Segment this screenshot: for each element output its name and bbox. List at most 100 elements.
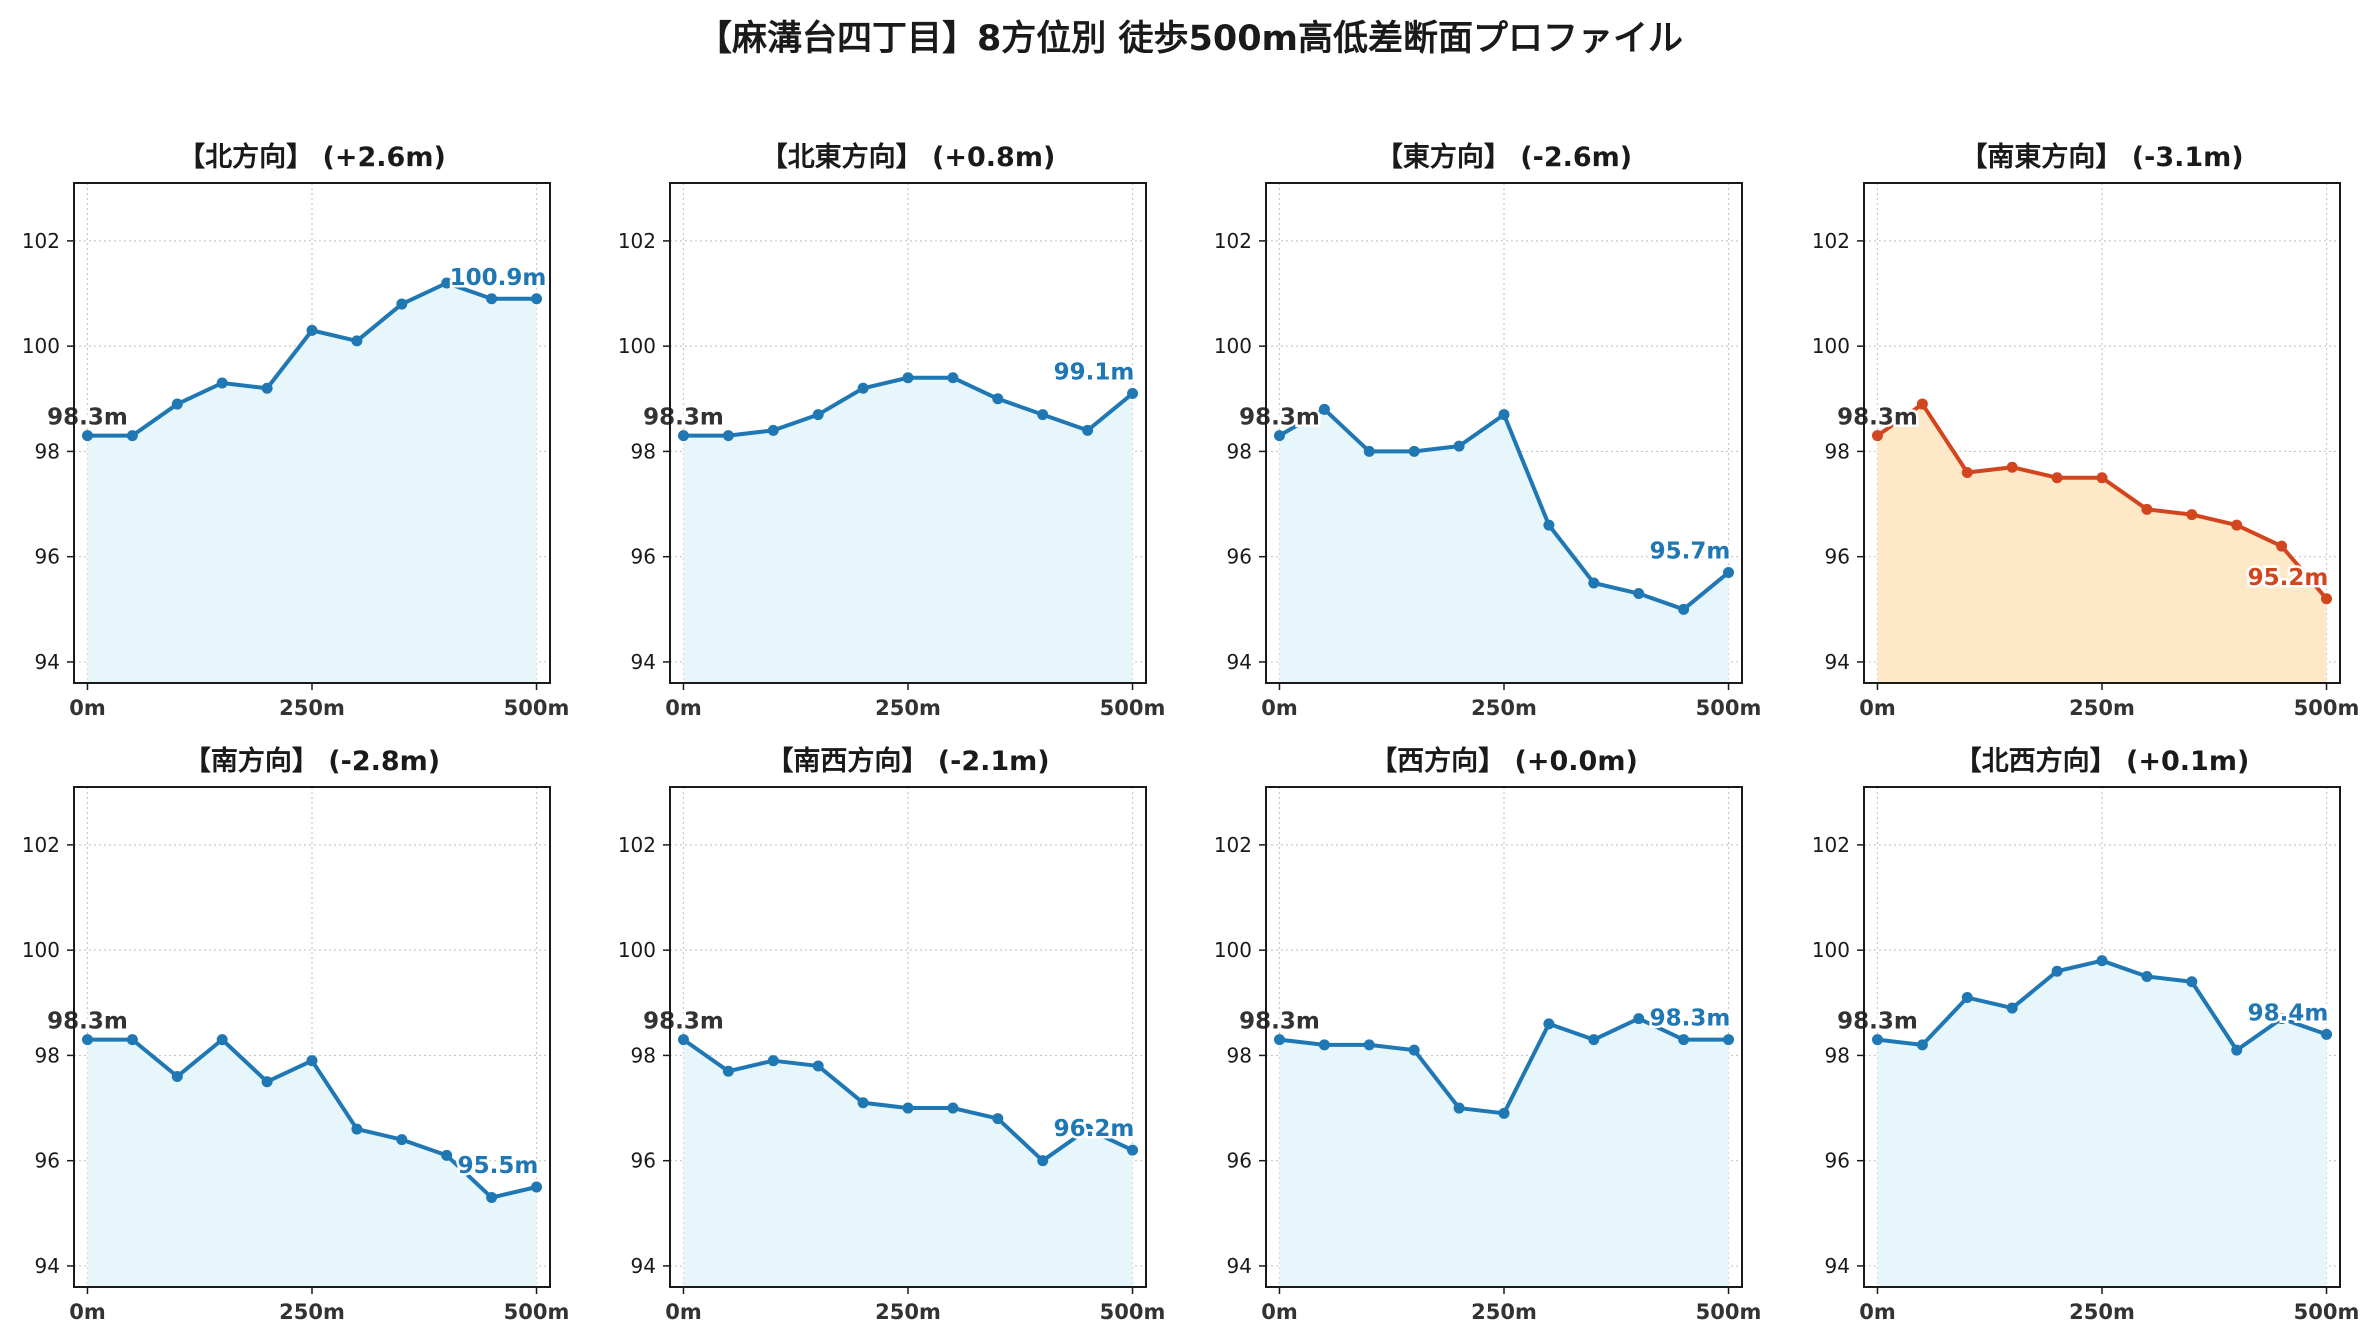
area-fill	[1279, 1018, 1729, 1287]
data-point	[2051, 965, 2063, 977]
data-point	[1082, 1123, 1094, 1135]
y-tick-label: 102	[22, 229, 60, 253]
data-point	[486, 1192, 498, 1204]
y-tick-label: 102	[22, 833, 60, 857]
x-tick-label: 0m	[1261, 1300, 1298, 1324]
end-label: 96.2m	[1054, 1116, 1135, 1142]
data-point	[1498, 1107, 1510, 1119]
y-tick-label: 98	[1227, 1043, 1252, 1067]
chart-panel-8: 【北西方向】 (+0.1m) 98.3m 98.4m 94 96 98 100 102 0m 25…	[1812, 745, 2360, 1324]
y-tick-label: 98	[1825, 1043, 1850, 1067]
y-tick-label: 100	[1214, 334, 1252, 358]
data-point	[1871, 1034, 1883, 1046]
data-point	[812, 409, 824, 421]
start-label: 98.3m	[47, 1009, 128, 1035]
chart-panel-1: 【北方向】 (+2.6m) 98.3m 100.9m 94 96 98 100 102 0m 25…	[22, 141, 570, 720]
x-tick-label: 500m	[504, 1300, 570, 1324]
start-label: 98.3m	[1837, 1009, 1918, 1035]
end-label: 98.3m	[1650, 1006, 1731, 1032]
y-tick-label: 100	[1812, 938, 1850, 962]
data-point	[261, 382, 273, 394]
data-point	[351, 335, 363, 347]
chart-title: 【南方向】 (-2.8m)	[184, 745, 440, 777]
data-point	[902, 372, 914, 384]
data-point	[1723, 566, 1735, 578]
area-fill	[1877, 404, 2327, 683]
chart-panel-3: 【東方向】 (-2.6m) 98.3m 95.7m 94 96 98 100 102 0m 250…	[1214, 141, 1762, 720]
data-point	[767, 424, 779, 436]
x-tick-label: 250m	[1471, 1300, 1537, 1324]
x-tick-label: 250m	[279, 1300, 345, 1324]
y-tick-label: 102	[1812, 833, 1850, 857]
data-point	[2006, 461, 2018, 473]
y-tick-label: 94	[35, 650, 60, 674]
x-tick-label: 500m	[1696, 696, 1762, 720]
data-point	[677, 430, 689, 442]
end-label: 95.5m	[458, 1153, 539, 1179]
data-point	[126, 1034, 138, 1046]
y-tick-label: 102	[618, 229, 656, 253]
end-label: 100.9m	[450, 265, 547, 291]
data-point	[2096, 472, 2108, 484]
x-tick-label: 250m	[875, 1300, 941, 1324]
data-point	[1588, 1034, 1600, 1046]
y-tick-label: 96	[1227, 1149, 1252, 1173]
start-label: 98.3m	[643, 405, 724, 431]
data-point	[1408, 1044, 1420, 1056]
data-point	[2276, 540, 2288, 552]
y-tick-label: 100	[1214, 938, 1252, 962]
y-tick-label: 100	[618, 938, 656, 962]
data-point	[1633, 1013, 1645, 1025]
end-label: 98.4m	[2248, 1000, 2329, 1026]
data-point	[1723, 1034, 1735, 1046]
y-tick-label: 94	[1825, 1254, 1850, 1278]
data-point	[722, 1065, 734, 1077]
data-point	[171, 398, 183, 410]
x-tick-label: 500m	[1100, 1300, 1166, 1324]
chart-panel-7: 【西方向】 (+0.0m) 98.3m 98.3m 94 96 98 100 102 0m 250…	[1214, 745, 1762, 1324]
data-point	[306, 324, 318, 336]
data-point	[722, 430, 734, 442]
data-point	[2141, 970, 2153, 982]
y-tick-label: 102	[618, 833, 656, 857]
data-point	[1961, 466, 1973, 478]
data-point	[2321, 593, 2333, 605]
y-tick-label: 100	[22, 938, 60, 962]
data-point	[2141, 503, 2153, 515]
data-point	[1127, 388, 1139, 400]
area-fill	[1279, 409, 1729, 683]
y-tick-label: 96	[1825, 1149, 1850, 1173]
x-tick-label: 250m	[2069, 696, 2135, 720]
x-tick-label: 0m	[665, 696, 702, 720]
data-point	[1363, 445, 1375, 457]
y-tick-label: 100	[618, 334, 656, 358]
y-tick-label: 102	[1214, 229, 1252, 253]
data-point	[992, 1113, 1004, 1125]
x-tick-label: 500m	[1100, 696, 1166, 720]
y-tick-label: 98	[631, 439, 656, 463]
data-point	[857, 382, 869, 394]
y-tick-label: 96	[631, 1149, 656, 1173]
data-point	[1588, 577, 1600, 589]
data-point	[1273, 430, 1285, 442]
data-point	[261, 1076, 273, 1088]
y-tick-label: 98	[35, 1043, 60, 1067]
data-point	[486, 293, 498, 305]
figure-title: 【麻溝台四丁目】8方位別 徒歩500m高低差断面プロファイル	[696, 19, 1684, 59]
data-point	[126, 430, 138, 442]
chart-title: 【南東方向】 (-3.1m)	[1960, 141, 2243, 173]
start-label: 98.3m	[1239, 405, 1320, 431]
data-point	[216, 1034, 228, 1046]
y-tick-label: 94	[35, 1254, 60, 1278]
data-point	[396, 298, 408, 310]
chart-title: 【西方向】 (+0.0m)	[1370, 745, 1638, 777]
start-label: 98.3m	[1837, 405, 1918, 431]
data-point	[1363, 1039, 1375, 1051]
data-point	[1543, 1018, 1555, 1030]
data-point	[81, 1034, 93, 1046]
data-point	[1678, 1034, 1690, 1046]
y-tick-label: 96	[1227, 545, 1252, 569]
start-label: 98.3m	[1239, 1009, 1320, 1035]
x-tick-label: 250m	[2069, 1300, 2135, 1324]
y-tick-label: 102	[1812, 229, 1850, 253]
